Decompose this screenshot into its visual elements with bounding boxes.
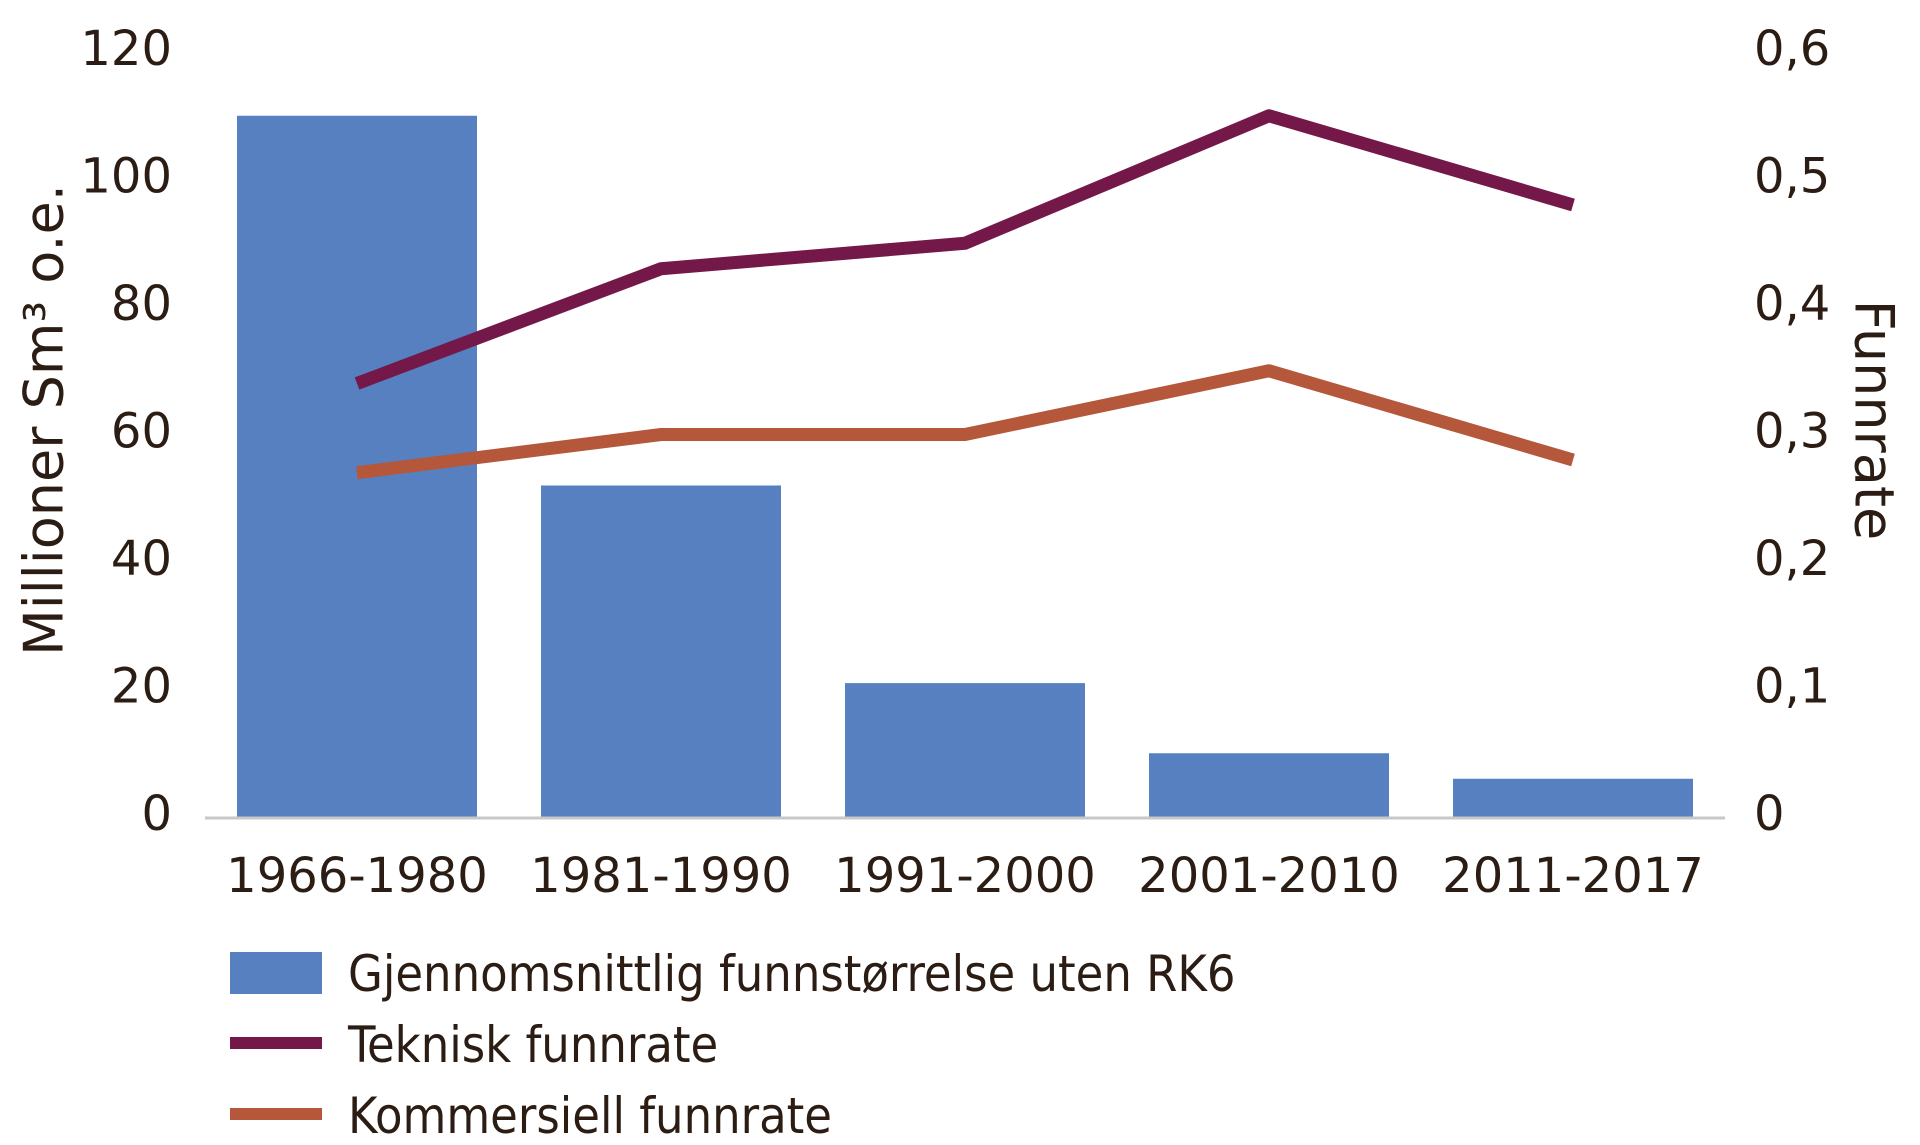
left-tick-label: 120	[80, 21, 172, 77]
legend-label-kommersiell: Kommersiell funnrate	[348, 1087, 832, 1145]
legend-label-bar: Gjennomsnittlig funnstørrelse uten RK6	[348, 945, 1235, 1003]
left-tick-label: 0	[141, 786, 172, 842]
right-tick-label: 0,2	[1754, 531, 1830, 587]
bar-1991-2000	[845, 683, 1085, 817]
x-tick-label: 1966-1980	[226, 848, 488, 904]
left-tick-label: 100	[80, 149, 172, 205]
bar-2001-2010	[1149, 753, 1389, 817]
bar-2011-2017	[1453, 778, 1693, 817]
x-axis-ticks: 1966-1980 1981-1990 1991-2000 2001-2010 2011…	[226, 848, 1704, 904]
right-axis-title: Funnrate	[1842, 300, 1905, 540]
x-tick-label: 1991-2000	[834, 848, 1096, 904]
right-tick-label: 0	[1754, 786, 1785, 842]
left-tick-label: 40	[111, 531, 172, 587]
left-tick-label: 20	[111, 659, 172, 715]
line-group	[354, 109, 1575, 480]
right-tick-label: 0,1	[1754, 659, 1830, 715]
x-tick-label: 2011-2017	[1442, 848, 1704, 904]
left-axis-ticks: 0 20 40 60 80 100 120	[80, 21, 172, 842]
legend-label-teknisk: Teknisk funnrate	[347, 1016, 718, 1074]
x-tick-label: 2001-2010	[1138, 848, 1400, 904]
right-tick-label: 0,5	[1754, 149, 1830, 205]
right-tick-label: 0,6	[1754, 21, 1830, 77]
x-tick-label: 1981-1990	[530, 848, 792, 904]
line-teknisk-funnrate	[354, 109, 1575, 390]
right-axis-ticks: 0 0,1 0,2 0,3 0,4 0,5 0,6	[1754, 21, 1830, 842]
right-tick-label: 0,3	[1754, 404, 1830, 460]
left-axis-title: Millioner Sm³ o.e.	[13, 184, 76, 656]
left-tick-label: 60	[111, 404, 172, 460]
left-tick-label: 80	[111, 276, 172, 332]
line-kommersiell-funnrate	[356, 364, 1575, 480]
right-tick-label: 0,4	[1754, 276, 1830, 332]
legend: Gjennomsnittlig funnstørrelse uten RK6 T…	[230, 945, 1235, 1145]
bar-1981-1990	[541, 485, 781, 817]
legend-swatch-bar	[230, 952, 322, 994]
